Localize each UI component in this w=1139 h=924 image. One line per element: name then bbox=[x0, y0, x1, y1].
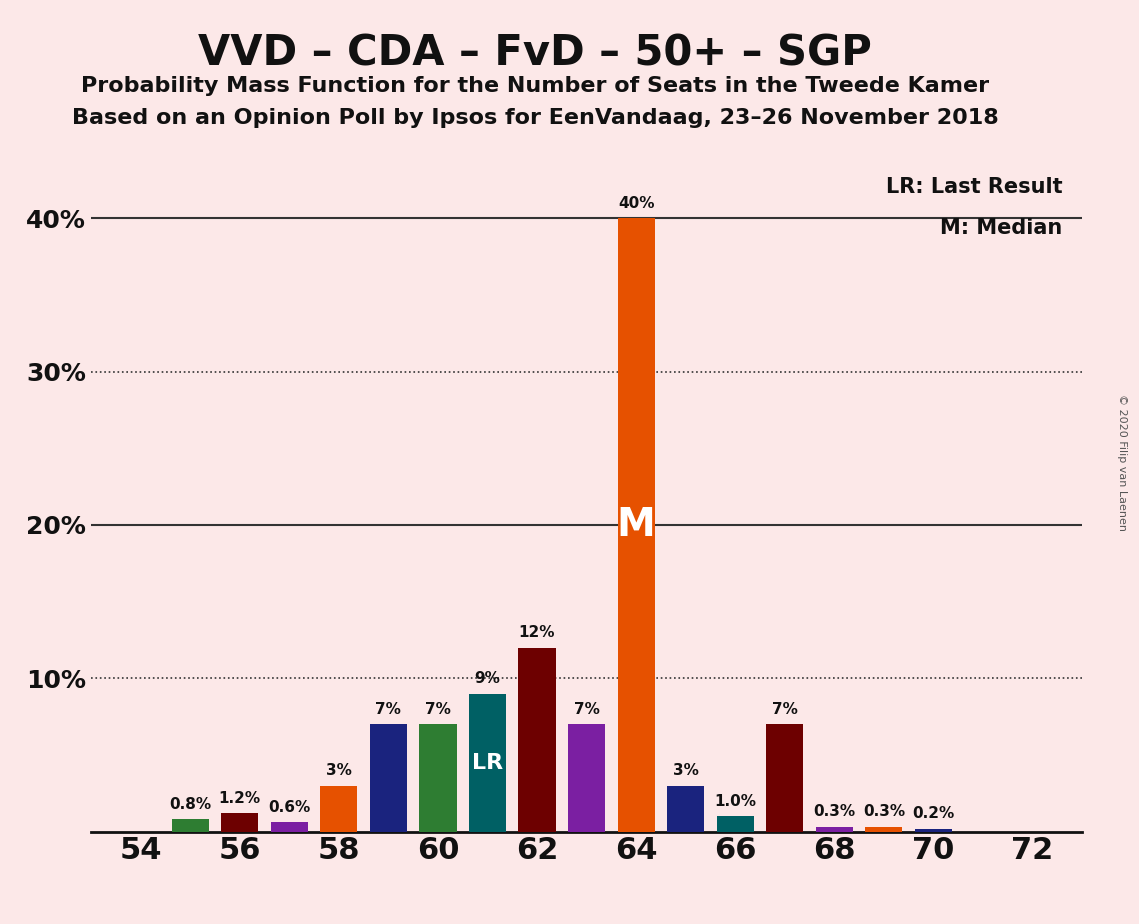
Bar bbox=[271, 822, 308, 832]
Text: 0.8%: 0.8% bbox=[170, 796, 211, 811]
Text: 0.3%: 0.3% bbox=[863, 804, 904, 820]
Text: Based on an Opinion Poll by Ipsos for EenVandaag, 23–26 November 2018: Based on an Opinion Poll by Ipsos for Ee… bbox=[72, 108, 999, 128]
Bar bbox=[469, 694, 506, 832]
Text: 3%: 3% bbox=[673, 763, 698, 778]
Text: 7%: 7% bbox=[425, 701, 451, 717]
Bar bbox=[915, 829, 952, 832]
Text: 9%: 9% bbox=[475, 671, 500, 686]
Bar bbox=[866, 827, 902, 832]
Bar bbox=[716, 816, 754, 832]
Text: 7%: 7% bbox=[574, 701, 599, 717]
Text: M: M bbox=[616, 506, 656, 544]
Bar bbox=[568, 724, 605, 832]
Bar bbox=[172, 820, 208, 832]
Bar bbox=[370, 724, 407, 832]
Text: LR: Last Result: LR: Last Result bbox=[886, 177, 1063, 198]
Text: 1.0%: 1.0% bbox=[714, 794, 756, 808]
Text: 0.2%: 0.2% bbox=[912, 806, 954, 821]
Text: © 2020 Filip van Laenen: © 2020 Filip van Laenen bbox=[1117, 394, 1126, 530]
Text: Probability Mass Function for the Number of Seats in the Tweede Kamer: Probability Mass Function for the Number… bbox=[81, 76, 990, 96]
Text: 0.3%: 0.3% bbox=[813, 804, 855, 820]
Text: 7%: 7% bbox=[376, 701, 401, 717]
Text: 7%: 7% bbox=[772, 701, 797, 717]
Text: 0.6%: 0.6% bbox=[268, 800, 311, 815]
Text: VVD – CDA – FvD – 50+ – SGP: VVD – CDA – FvD – 50+ – SGP bbox=[198, 32, 872, 74]
Bar bbox=[320, 785, 358, 832]
Bar bbox=[221, 813, 259, 832]
Bar bbox=[767, 724, 803, 832]
Bar bbox=[419, 724, 457, 832]
Text: 12%: 12% bbox=[518, 625, 556, 640]
Text: 1.2%: 1.2% bbox=[219, 791, 261, 806]
Bar bbox=[518, 648, 556, 832]
Bar bbox=[617, 218, 655, 832]
Text: M: Median: M: Median bbox=[940, 218, 1063, 237]
Text: LR: LR bbox=[472, 753, 503, 772]
Text: 40%: 40% bbox=[617, 196, 655, 211]
Bar bbox=[816, 827, 853, 832]
Bar bbox=[667, 785, 704, 832]
Text: 3%: 3% bbox=[326, 763, 352, 778]
